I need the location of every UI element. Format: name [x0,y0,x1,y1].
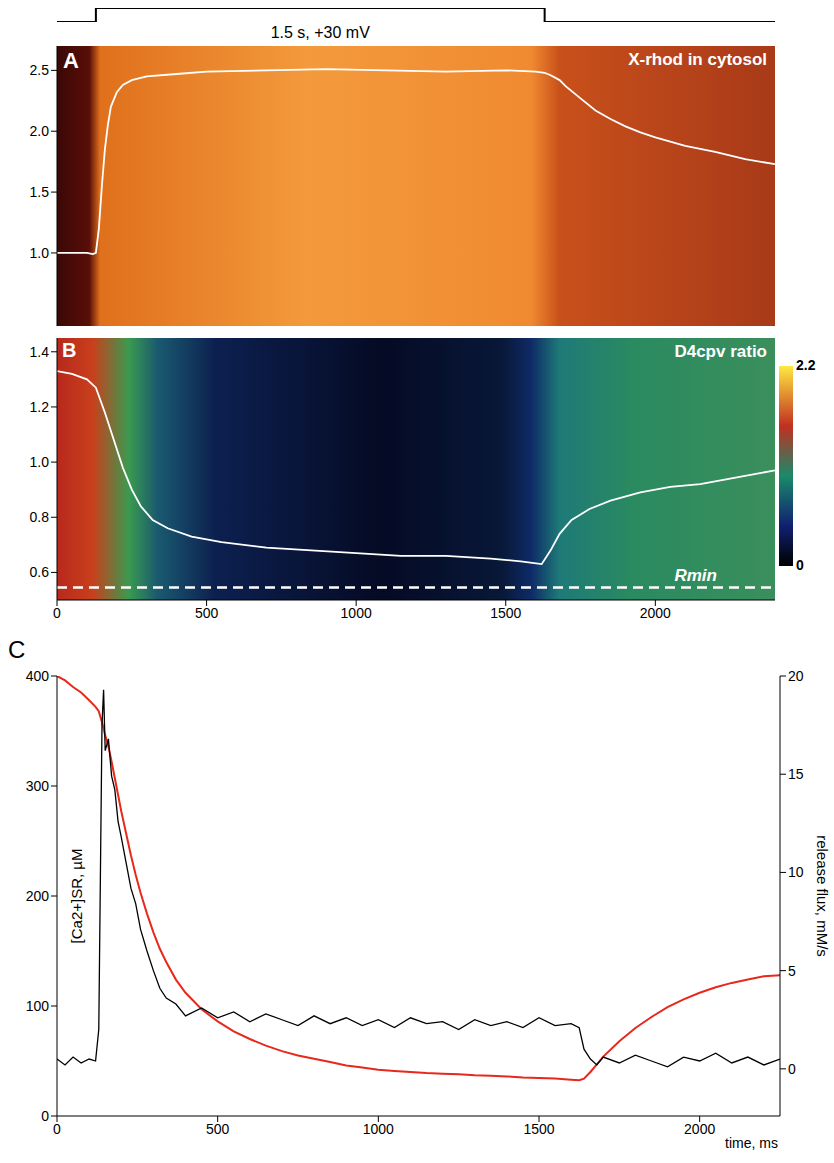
svg-text:20: 20 [788,668,804,684]
svg-text:1000: 1000 [363,1121,394,1137]
svg-text:0: 0 [41,1108,49,1124]
svg-text:1.0: 1.0 [30,454,50,470]
html-text:2.2: 2.2 [796,357,816,373]
svg-text:1500: 1500 [523,1121,554,1137]
svg-text:100: 100 [26,998,50,1014]
html-text:0: 0 [796,557,804,573]
svg-text:0: 0 [53,1121,61,1137]
svg-text:400: 400 [26,668,50,684]
svg-text:1.5: 1.5 [30,184,50,200]
html-text:B: B [62,339,77,361]
svg-text:2.0: 2.0 [30,123,50,139]
html-text:C: C [8,636,26,663]
svg-text:1.4: 1.4 [30,344,50,360]
html-text:Rmin: Rmin [674,565,717,585]
svg-text:0: 0 [53,605,61,621]
svg-text:500: 500 [195,605,219,621]
svg-text:15: 15 [788,766,804,782]
html-text:release flux, mM/s: release flux, mM/s [813,835,831,957]
html-text:A: A [63,48,79,73]
svg-text:0.8: 0.8 [30,509,50,525]
svg-text:time, ms: time, ms [725,1135,778,1150]
svg-text:1500: 1500 [490,605,521,621]
svg-text:0.6: 0.6 [30,564,50,580]
svg-text:300: 300 [26,778,50,794]
svg-text:2000: 2000 [640,605,671,621]
svg-text:2000: 2000 [684,1121,715,1137]
svg-text:500: 500 [206,1121,230,1137]
svg-text:5: 5 [788,963,796,979]
html-text:[Ca2+]SR, µM: [Ca2+]SR, µM [67,848,85,944]
svg-text:200: 200 [26,888,50,904]
svg-text:2.5: 2.5 [30,62,50,78]
html-text:X-rhod in cytosol: X-rhod in cytosol [628,50,767,69]
html-text:1.5 s, +30 mV: 1.5 s, +30 mV [270,24,370,41]
svg-text:1.0: 1.0 [30,245,50,261]
html-text:D4cpv ratio: D4cpv ratio [674,342,767,361]
svg-text:0: 0 [788,1061,796,1077]
svg-text:10: 10 [788,864,804,880]
svg-text:1.2: 1.2 [30,399,50,415]
svg-text:1000: 1000 [341,605,372,621]
